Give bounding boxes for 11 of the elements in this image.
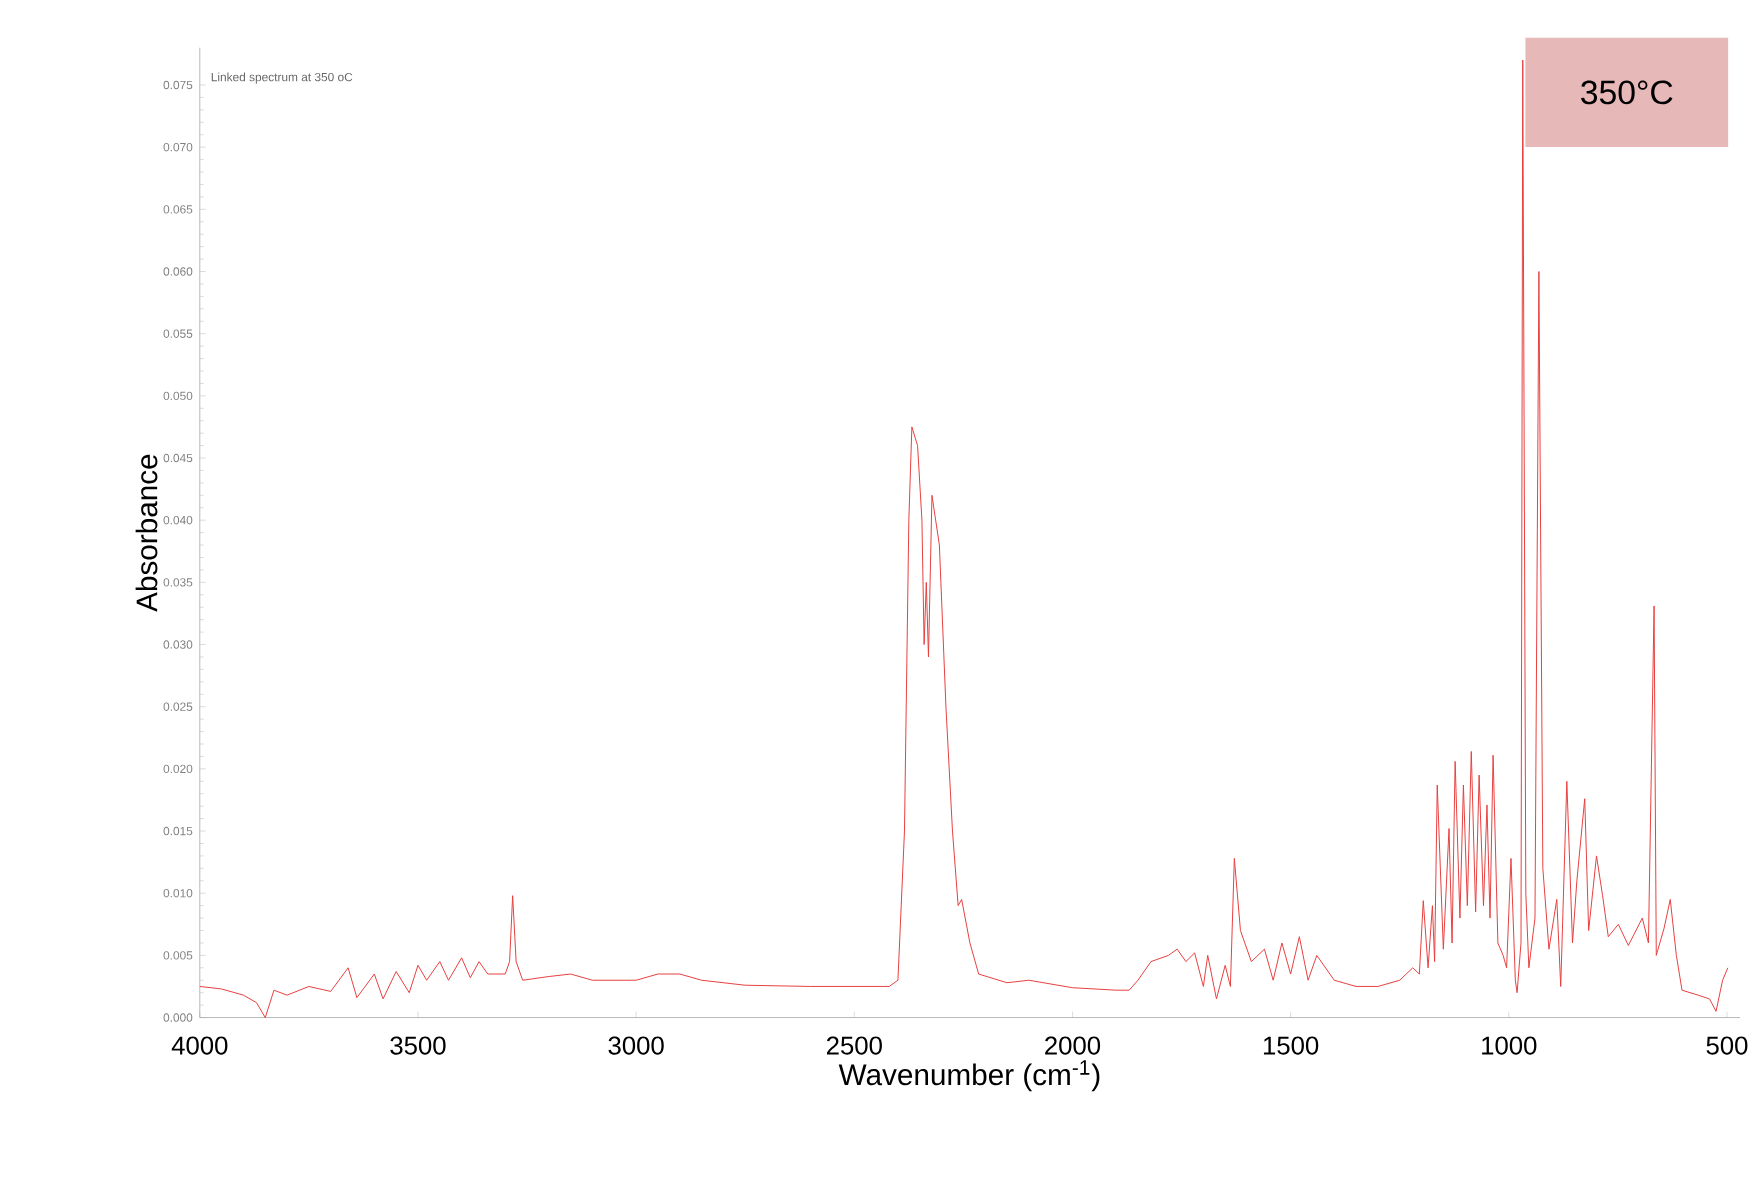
- y-axis-title: Absorbance: [135, 454, 158, 612]
- x-tick-label: 4000: [171, 1036, 228, 1055]
- x-tick-label: 500: [1706, 1036, 1748, 1055]
- x-tick-label: 2000: [1045, 1036, 1101, 1055]
- x-tick-label: 3000: [608, 1036, 664, 1055]
- x-tick-label: 1000: [1482, 1036, 1537, 1055]
- x-tick-label: 2500: [826, 1036, 882, 1055]
- x-axis-title: Wavenumber (cm$^{-1}$): [838, 1060, 1100, 1091]
- x-tick-label: 3500: [390, 1036, 446, 1055]
- annotation: 350°C: [1581, 80, 1673, 105]
- x-tick-label: 1500: [1263, 1036, 1319, 1055]
